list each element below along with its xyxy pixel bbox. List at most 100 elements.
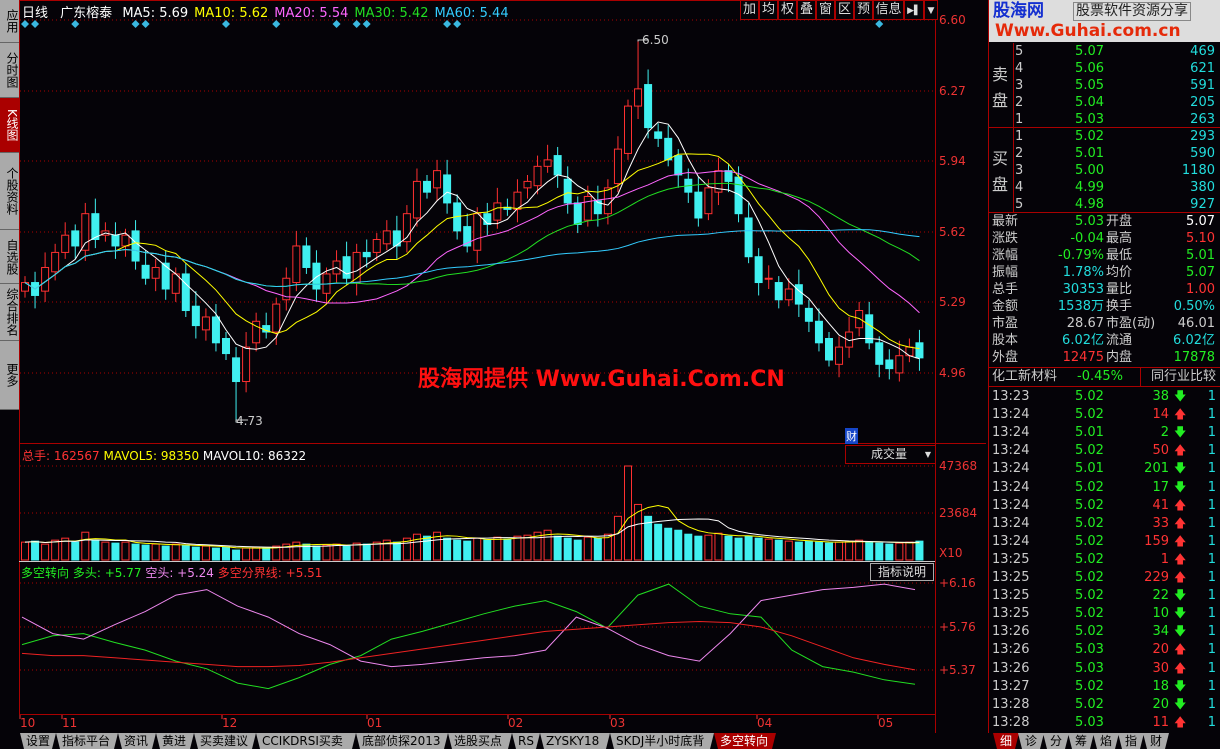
detail-tab[interactable]: 指 [1118, 733, 1144, 749]
tick-time: 13:25 [992, 588, 1030, 604]
arrow-up-icon: 🡅 [1174, 660, 1187, 675]
stat-row: 涨跌 -0.04 最高 5.10 [989, 230, 1219, 247]
volume-bar [714, 532, 723, 561]
bottom-tab[interactable]: 指标平台 [56, 733, 118, 749]
sell-row: 4 5.06 621 [989, 60, 1219, 77]
bottom-tab[interactable]: RS [512, 733, 540, 749]
volume-bar [825, 542, 833, 561]
tick-volume: 201 [1144, 461, 1169, 477]
detail-tab[interactable]: 筹 [1068, 733, 1094, 749]
toolbar-button[interactable]: 信息 [873, 0, 904, 20]
chart-canvas[interactable] [0, 0, 986, 733]
tick-price: 5.03 [1075, 642, 1104, 658]
candle [211, 316, 220, 344]
candle [443, 174, 452, 204]
volume: 469 [1190, 44, 1215, 59]
finance-badge[interactable]: 财 [845, 428, 858, 444]
candle [634, 88, 643, 107]
volume: 293 [1190, 129, 1215, 144]
stat-label: 市盈 [992, 316, 1019, 331]
toolbar-button[interactable]: 区 [835, 0, 854, 20]
volume-bar [292, 541, 301, 561]
sidebar-tab[interactable]: 个股资料 [0, 153, 19, 230]
stat-row: 总手 30353 量比 1.00 [989, 281, 1219, 298]
candle [433, 170, 442, 189]
candle [613, 148, 622, 185]
tick-count: 1 [1207, 461, 1216, 477]
arrow-down-icon: 🡇 [1174, 696, 1187, 711]
stat-label: 总手 [992, 282, 1019, 297]
tick-count: 1 [1207, 624, 1216, 640]
tick-volume: 41 [1152, 497, 1169, 513]
indicator-help-button[interactable]: 指标说明 [870, 563, 934, 581]
tick-price: 5.02 [1075, 588, 1104, 604]
volume-bar [191, 546, 200, 561]
ma-label: MA5: 5.69 [122, 6, 189, 21]
toolbar-button[interactable]: 叠 [797, 0, 816, 20]
bottom-tab[interactable]: 选股买点 [448, 733, 512, 749]
bottom-tab[interactable]: 底部侦探2013 [356, 733, 448, 749]
toolbar-button[interactable]: 均 [759, 0, 778, 20]
event-diamond-icon [272, 20, 281, 28]
divider-value: 多空分界线: +5.51 [217, 566, 323, 580]
bottom-tab[interactable]: ZYSKY18 [540, 733, 610, 749]
candle [181, 273, 190, 312]
volume-bar [463, 540, 472, 561]
toolbar-button[interactable]: 窗 [816, 0, 835, 20]
detail-tab[interactable]: 分 [1043, 733, 1069, 749]
detail-tab[interactable]: 诊 [1018, 733, 1044, 749]
ma60-line [24, 229, 920, 290]
bottom-tab[interactable]: 设置 [20, 733, 56, 749]
sidebar-tab[interactable]: 自选股 [0, 230, 19, 284]
detail-tab[interactable]: 焰 [1093, 733, 1119, 749]
price: 5.03 [1075, 112, 1104, 127]
tick-volume: 14 [1152, 407, 1169, 423]
volume-bar [131, 543, 140, 561]
bottom-tab[interactable]: 买卖建议 [194, 733, 256, 749]
sidebar-tab[interactable]: K线图 [0, 98, 19, 153]
toolbar-button[interactable]: 预 [854, 0, 873, 20]
x-axis-label: 05 [878, 716, 894, 730]
indicator-axis-label: +6.16 [939, 576, 976, 590]
sidebar-tab[interactable]: 更多 [0, 341, 19, 410]
stat-value: 28.67 [1066, 316, 1104, 331]
candle [573, 202, 582, 225]
detail-tab[interactable]: 细 [993, 733, 1019, 749]
bottom-tab[interactable]: 黄进 [156, 733, 194, 749]
indicator-dropdown[interactable]: 成交量 ▼ [845, 445, 936, 464]
bottom-tab[interactable]: 资讯 [118, 733, 156, 749]
volume-bar [412, 533, 421, 561]
play-next-button[interactable]: ▶▌ [904, 0, 924, 20]
sidebar-tab[interactable]: 应用 [0, 0, 19, 43]
bottom-tab[interactable]: SKDJ半小时底背 [610, 733, 714, 749]
tick-count: 1 [1207, 533, 1216, 549]
total-volume-label: 总手: 162567 [22, 449, 100, 463]
detail-tab[interactable]: 财 [1143, 733, 1169, 749]
price: 4.99 [1075, 180, 1104, 195]
candle [342, 256, 351, 279]
indicator-line [21, 620, 916, 671]
tick-volume: 38 [1152, 389, 1169, 404]
volume-bar [21, 541, 29, 561]
x-axis-label: 03 [610, 716, 626, 730]
price-axis-label: 6.60 [939, 13, 966, 27]
bottom-tab[interactable]: 多空转向 [714, 733, 776, 749]
toolbar-button[interactable]: 权 [778, 0, 797, 20]
event-diamond-icon [453, 20, 462, 28]
period-label: 日线 [22, 6, 49, 21]
tick-time: 13:24 [992, 461, 1030, 477]
tick-time: 13:24 [992, 497, 1030, 513]
sidebar-tab[interactable]: 分时图 [0, 43, 19, 98]
chart-frame [19, 0, 936, 715]
stat-label: 市盈(动) [1106, 316, 1156, 331]
bottom-tab[interactable]: CCIKDRSI买卖 [256, 733, 356, 749]
compare-industry-button[interactable]: 同行业比较 [1140, 367, 1220, 386]
chevron-down-icon: ▼ [924, 450, 931, 459]
chevron-down-button[interactable]: ▼ [924, 0, 938, 20]
tick-time: 13:27 [992, 678, 1030, 694]
stat-value: 5.07 [1186, 214, 1215, 229]
level: 2 [1015, 95, 1024, 110]
tick-row: 13:24 5.02 17 1 [989, 479, 1219, 496]
toolbar-button[interactable]: 加 [740, 0, 759, 20]
sidebar-tab[interactable]: 综合排名 [0, 284, 19, 341]
